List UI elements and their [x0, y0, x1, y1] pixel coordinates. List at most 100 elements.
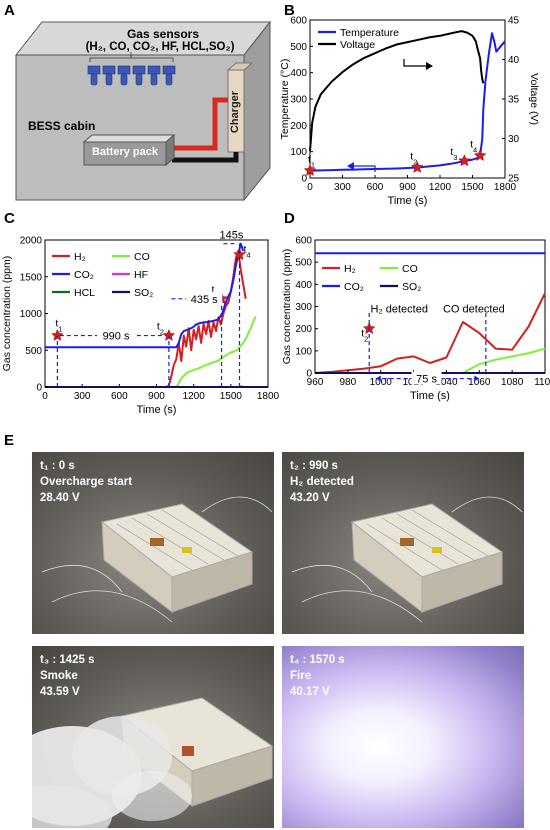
x-axis-label: Time (s)	[410, 390, 450, 402]
y-tick-label: 400	[290, 68, 307, 79]
legend-label: HCL	[74, 287, 95, 299]
photo-t4: t₄ : 1570 s Fire 40.17 V	[282, 646, 524, 828]
battery-pack-label: Battery pack	[91, 146, 159, 158]
y-tick-label: 600	[290, 16, 307, 27]
x-tick-label: 0	[307, 182, 313, 193]
y2-tick-label: 30	[508, 134, 520, 145]
y-tick-label: 200	[295, 324, 312, 335]
photo-t4-time: t₄ : 1570 s	[290, 654, 345, 666]
y-axis-label: Gas concentration (ppm)	[281, 249, 293, 365]
photo-t4-event: Fire	[290, 670, 312, 682]
x-tick-label: 1800	[494, 182, 517, 193]
chart-b: t1 t2 t3 t4 0 300 600 900 1200 1500 1800 0 100 200 300…	[280, 16, 540, 208]
photo-t2-voltage: 43.20 V	[290, 492, 330, 504]
y-tick-label: 500	[25, 346, 42, 357]
y-tick-label: 500	[295, 258, 312, 269]
x-tick-label: 1060	[468, 377, 491, 388]
voltage-axis-arrow	[403, 59, 426, 67]
time-marker-label: t3	[450, 146, 457, 162]
photo-t1: t₁ : 0 s Overcharge start 28.40 V	[32, 452, 274, 634]
interval-label-75: 75 s	[416, 374, 437, 386]
label-bg	[186, 291, 223, 305]
series-line-2	[45, 242, 245, 349]
gas-sensors-list: (H₂, CO, CO₂, HF, HCL,SO₂)	[85, 41, 235, 53]
y-tick-label: 0	[36, 383, 42, 394]
time-marker-label: t1	[308, 154, 315, 170]
time-marker-label: t4	[470, 139, 477, 155]
x-tick-label: 300	[74, 391, 91, 402]
y2-tick-label: 25	[508, 174, 520, 185]
y-tick-label: 300	[295, 302, 312, 313]
smoke-photo	[32, 697, 274, 828]
photo-t1-event: Overcharge start	[40, 476, 133, 488]
panel-letter-a: A	[4, 2, 15, 19]
x-tick-label: 1500	[461, 182, 484, 193]
annotation-co-detected: CO detected	[443, 304, 505, 316]
panel-letter-d: D	[284, 210, 295, 227]
time-marker-label: t4	[244, 244, 251, 260]
label-bg	[411, 371, 442, 385]
x-tick-label: 1200	[429, 182, 452, 193]
y2-tick-label: 40	[508, 55, 520, 66]
time-marker-label: t2	[157, 321, 164, 337]
annotation-h2-detected: H₂ detected	[370, 304, 427, 316]
panel-letter-c: C	[4, 210, 15, 227]
interval-label-145: 145s	[220, 230, 244, 242]
panel-letter-e: E	[4, 432, 15, 449]
y-tick-label: 0	[301, 174, 307, 185]
plot-frame	[314, 239, 546, 374]
panel-letter-b: B	[284, 2, 295, 19]
x-tick-label: 1040	[435, 377, 458, 388]
y-tick-label: 100	[295, 346, 312, 357]
photo-t3-time: t₃ : 1425 s	[40, 654, 95, 666]
battery-pack-photo-2	[291, 496, 523, 623]
x-tick-label: 900	[399, 182, 416, 193]
label-bg	[97, 328, 136, 342]
y-tick-label: 1000	[20, 309, 43, 320]
legend-label: HF	[134, 269, 148, 281]
x-tick-label: 900	[148, 391, 165, 402]
photo-t4-voltage: 40.17 V	[290, 686, 330, 698]
gas-sensors-title: Gas sensors	[126, 27, 200, 41]
time-marker-star	[303, 163, 317, 177]
photo-t2: t₂ : 990 s H₂ detected 43.20 V	[282, 452, 524, 634]
series-line-1	[309, 30, 485, 152]
legend-label: SO₂	[402, 281, 421, 293]
photo-t2-time: t₂ : 990 s	[290, 460, 338, 472]
y2-tick-label: 35	[508, 95, 520, 106]
x-tick-label: 600	[367, 182, 384, 193]
x-axis-label: Time (s)	[137, 404, 177, 416]
y-tick-label: 200	[290, 121, 307, 132]
photo-t1-voltage: 28.40 V	[40, 492, 80, 504]
temperature-axis-arrow	[354, 165, 376, 172]
x-tick-label: 1200	[183, 391, 206, 402]
x-tick-label: 980	[340, 377, 357, 388]
arrow-head-right	[474, 375, 480, 382]
y-tick-label: 100	[290, 147, 307, 158]
time-marker-star	[162, 328, 176, 341]
photo-t2-event: H₂ detected	[290, 476, 354, 488]
x-tick-label: 1500	[220, 391, 243, 402]
interval-label-990: 990 s	[103, 331, 130, 343]
voltage-axis-arrow-head	[426, 62, 433, 70]
time-marker-label: t1	[55, 318, 62, 334]
photo-t3-voltage: 43.59 V	[40, 686, 80, 698]
legend-label: CO	[134, 251, 150, 263]
legend-label: CO₂	[74, 269, 94, 281]
y-tick-label: 300	[290, 95, 307, 106]
battery-pack-photo-1	[41, 496, 273, 623]
x-tick-label: 960	[307, 377, 324, 388]
legend-label: Temperature	[340, 27, 399, 39]
time-marker-star	[458, 154, 471, 167]
gas-sensor-array	[87, 65, 176, 86]
legend-label: Voltage	[340, 39, 375, 51]
y-tick-label: 400	[295, 280, 312, 291]
y2-tick-label: 45	[508, 16, 520, 27]
legend-label: CO₂	[344, 281, 364, 293]
x-tick-label: 1800	[257, 391, 280, 402]
time-marker-star	[51, 328, 64, 341]
x-tick-label: 1000	[370, 377, 393, 388]
bess-schematic	[14, 20, 272, 202]
y-axis-label: Temperature (°C)	[280, 59, 291, 140]
